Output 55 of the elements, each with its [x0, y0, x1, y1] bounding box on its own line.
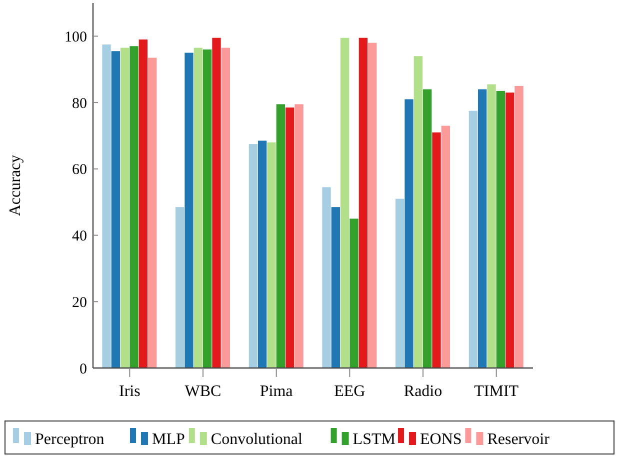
bar [294, 104, 304, 368]
legend-label: Convolutional [210, 431, 304, 448]
bar [414, 56, 422, 368]
legend-label: Perceptron [35, 431, 104, 448]
bar [358, 38, 368, 368]
x-tick-label: Iris [119, 383, 140, 400]
bar [322, 187, 331, 368]
bar [111, 51, 120, 368]
bar [130, 46, 138, 368]
bar [286, 108, 294, 368]
bar [184, 52, 194, 368]
x-tick-label: Pima [260, 383, 293, 400]
y-tick-label: 80 [72, 96, 87, 112]
bar [506, 92, 514, 368]
bar [396, 198, 404, 368]
bar [496, 90, 505, 368]
bar [350, 218, 358, 368]
bar [176, 207, 184, 368]
bar [148, 58, 157, 368]
bar [432, 132, 441, 368]
bar [194, 48, 202, 368]
y-tick-label: 60 [72, 162, 87, 178]
bar [248, 144, 258, 368]
x-tick-label: TIMIT [474, 383, 519, 400]
bar [487, 84, 496, 368]
bar [368, 42, 377, 368]
x-tick-label: Radio [404, 383, 442, 400]
bar [221, 48, 230, 368]
legend-label: Reservoir [487, 431, 550, 448]
bar [120, 48, 130, 368]
y-tick-label: 0 [80, 361, 87, 378]
x-tick-label: WBC [184, 383, 222, 400]
bar [423, 89, 432, 368]
y-axis-title: Accuracy [7, 154, 24, 216]
bar [468, 110, 478, 368]
bar [404, 99, 414, 368]
y-tick-label: 100 [64, 29, 87, 46]
bar [102, 44, 111, 368]
bar [478, 89, 487, 368]
bar [340, 38, 350, 368]
legend-label: EONS [420, 431, 462, 448]
bar [138, 40, 148, 368]
legend-label: MLP [152, 431, 185, 448]
x-tick-label: EEG [334, 383, 366, 400]
bar [212, 38, 221, 368]
bar [331, 207, 340, 368]
bar [514, 86, 524, 368]
bar [203, 49, 212, 368]
bar [267, 142, 276, 368]
bar [258, 140, 267, 368]
bar [441, 126, 450, 368]
y-tick-label: 40 [72, 228, 87, 245]
bar [276, 104, 285, 368]
legend-label: LSTM [352, 431, 396, 448]
y-tick-label: 20 [72, 294, 87, 311]
